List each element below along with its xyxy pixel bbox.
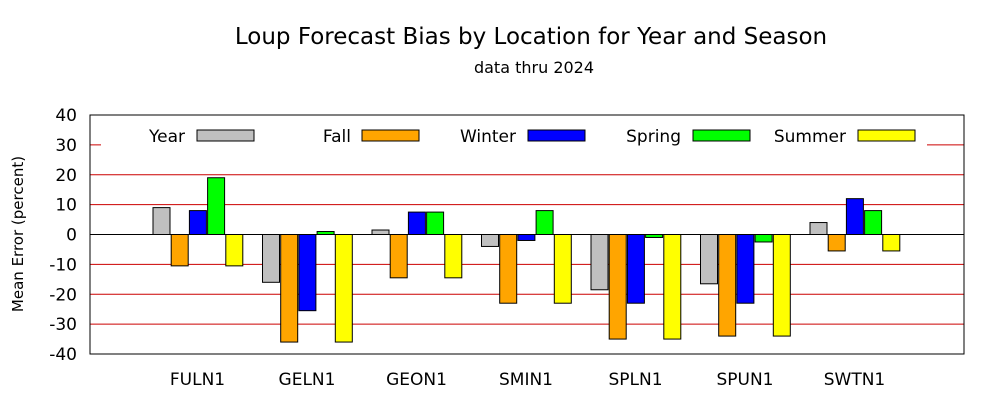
y-tick-label: 0 bbox=[66, 226, 77, 246]
bar-geon1-spring bbox=[426, 211, 445, 235]
bar-swtn1-spring bbox=[864, 210, 883, 236]
bar-geln1-fall bbox=[280, 234, 299, 343]
bar-spln1-winter bbox=[626, 234, 645, 304]
legend-swatch-year bbox=[196, 129, 255, 142]
y-tick-label: -30 bbox=[49, 315, 77, 335]
legend-label-fall: Fall bbox=[323, 127, 351, 147]
legend-swatch-fall bbox=[361, 129, 420, 142]
y-axis-label: Mean Error (percent) bbox=[9, 156, 27, 312]
chart-subtitle: data thru 2024 bbox=[474, 58, 594, 77]
bar-spln1-summer bbox=[663, 234, 682, 340]
y-tick-label: -40 bbox=[49, 345, 77, 365]
bar-spun1-year bbox=[700, 234, 718, 285]
y-tick-labels: 40 30 20 10 0 -10 -20 -30 -40 bbox=[49, 106, 77, 365]
bar-swtn1-year bbox=[809, 222, 828, 236]
bar-spun1-summer bbox=[772, 234, 791, 337]
x-tick-label: SWTN1 bbox=[824, 370, 886, 390]
legend-swatch-summer bbox=[857, 129, 916, 142]
legend: Year Fall Winter Spring Summer bbox=[101, 126, 927, 156]
x-tick-label: SPLN1 bbox=[608, 370, 662, 390]
bar-fuln1-summer bbox=[225, 234, 244, 267]
bar-geln1-year bbox=[262, 234, 280, 283]
bar-geon1-fall bbox=[389, 234, 408, 279]
y-tick-label: 20 bbox=[55, 166, 77, 186]
x-tick-label: FULN1 bbox=[170, 370, 225, 390]
bar-swtn1-summer bbox=[882, 234, 901, 252]
legend-label-year: Year bbox=[148, 127, 185, 147]
legend-label-spring: Spring bbox=[626, 127, 681, 147]
bar-geln1-summer bbox=[334, 234, 353, 343]
legend-label-summer: Summer bbox=[774, 127, 846, 147]
y-tick-label: 10 bbox=[55, 196, 77, 216]
bar-smin1-summer bbox=[553, 234, 572, 304]
bar-smin1-spring bbox=[535, 210, 554, 236]
x-tick-label: GELN1 bbox=[279, 370, 336, 390]
bar-spln1-year bbox=[590, 234, 609, 291]
bar-geon1-year bbox=[371, 229, 390, 236]
legend-label-winter: Winter bbox=[460, 127, 516, 147]
y-tick-label: 40 bbox=[55, 106, 77, 126]
legend-swatch-winter bbox=[527, 129, 586, 142]
x-tick-labels: FULN1 GELN1 GEON1 SMIN1 SPLN1 SPUN1 SWTN1 bbox=[170, 370, 885, 390]
bar-smin1-fall bbox=[499, 234, 518, 304]
y-tick-label: -10 bbox=[49, 255, 77, 275]
bar-smin1-year bbox=[481, 234, 499, 247]
bar-fuln1-spring bbox=[207, 177, 226, 236]
chart-title: Loup Forecast Bias by Location for Year … bbox=[235, 24, 827, 50]
bar-geon1-summer bbox=[444, 234, 463, 279]
y-tick-label: -20 bbox=[49, 285, 77, 305]
y-tick-label: 30 bbox=[55, 136, 77, 156]
x-tick-label: SPUN1 bbox=[716, 370, 773, 390]
bar-spun1-fall bbox=[718, 234, 737, 337]
bar-fuln1-year bbox=[152, 207, 171, 236]
bar-geon1-winter bbox=[407, 211, 426, 235]
bar-swtn1-winter bbox=[845, 198, 864, 235]
bar-geln1-winter bbox=[298, 234, 317, 312]
plot-frame bbox=[89, 114, 965, 355]
bar-spln1-fall bbox=[608, 234, 627, 340]
bar-swtn1-fall bbox=[827, 234, 846, 252]
bar-spun1-spring bbox=[754, 234, 773, 243]
bar-spun1-winter bbox=[736, 234, 755, 304]
bar-fuln1-winter bbox=[188, 210, 207, 236]
bars-group bbox=[152, 177, 901, 343]
bar-fuln1-fall bbox=[170, 234, 189, 267]
bar-spln1-spring bbox=[645, 234, 664, 238]
x-tick-label: GEON1 bbox=[386, 370, 447, 390]
x-tick-label: SMIN1 bbox=[499, 370, 553, 390]
bar-geln1-spring bbox=[316, 231, 335, 235]
legend-swatch-spring bbox=[692, 129, 751, 142]
bar-smin1-winter bbox=[517, 234, 536, 241]
